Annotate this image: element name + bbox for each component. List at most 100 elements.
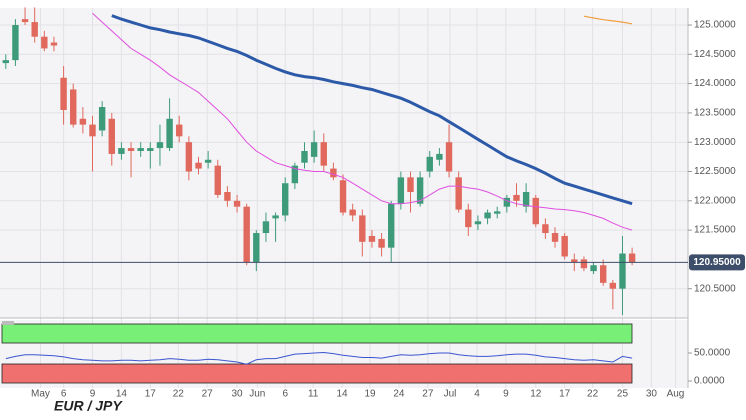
candle-body: [619, 253, 626, 289]
candle-body: [108, 118, 115, 154]
moving-average: [92, 12, 633, 231]
candle-body: [310, 142, 318, 157]
x-tick-label: Jul: [444, 389, 457, 400]
x-tick-label: Aug: [667, 389, 685, 400]
x-tick-label: 14: [337, 389, 349, 400]
candle-body: [118, 148, 125, 154]
candle-body: [339, 180, 347, 213]
candle-body: [166, 118, 173, 149]
candle-body: [50, 42, 58, 46]
candle-body: [600, 265, 607, 283]
moving-average: [111, 14, 633, 206]
candle-body: [195, 162, 202, 169]
marks: [0, 7, 688, 365]
x-tick-label: 22: [173, 389, 185, 400]
candle-body: [98, 107, 106, 131]
y-tick-label: 122.5000: [694, 166, 736, 177]
candle-body: [31, 22, 38, 37]
candle-body: [628, 253, 636, 263]
candle-body: [474, 221, 482, 225]
x-tick-label: 19: [364, 389, 376, 400]
plot-background: [0, 8, 688, 318]
x-tick-label: 9: [503, 389, 509, 400]
upper-band: [1, 323, 633, 344]
candle-body: [522, 192, 530, 207]
candle-body: [233, 200, 241, 207]
candle-body: [2, 60, 9, 64]
lower-band: [1, 363, 633, 384]
x-tick-label: 11: [308, 389, 319, 400]
candle-body: [542, 224, 549, 234]
y-tick-label: 120.5000: [694, 283, 736, 294]
candle-body: [378, 238, 385, 248]
candle-body: [571, 259, 578, 263]
x-tick-label: Jun: [249, 389, 265, 400]
panel-handle: [2, 321, 14, 325]
candle-body: [224, 192, 231, 201]
x-tick-label: 9: [90, 389, 96, 400]
x-tick-label: 6: [282, 389, 288, 400]
candle-body: [214, 165, 221, 195]
x-tick-label: 17: [145, 389, 157, 400]
candle-body: [407, 177, 414, 193]
candle-body: [416, 177, 424, 204]
candle-body: [561, 235, 568, 257]
candle-body: [349, 209, 356, 216]
candle-body: [253, 233, 260, 263]
last-price-label: 120.95000: [693, 257, 741, 268]
x-tick-label: 25: [617, 389, 629, 400]
x-tick-label: 27: [202, 389, 214, 400]
oscillator-line: [5, 351, 633, 365]
candle-body: [176, 124, 183, 137]
x-tick-label: May: [31, 389, 50, 400]
candle-body: [580, 259, 588, 269]
candle-body: [426, 156, 433, 172]
y-tick-label: 124.0000: [694, 78, 736, 89]
candle-body: [590, 265, 597, 272]
candle-body: [60, 77, 67, 110]
candle-body: [79, 118, 87, 125]
candle-body: [204, 159, 212, 163]
y-tick-label: 122.0000: [694, 195, 736, 206]
candle-body: [282, 183, 289, 216]
candle-body: [127, 148, 135, 151]
candle-body: [12, 24, 19, 61]
x-tick-label: 4: [474, 389, 480, 400]
candle-body: [70, 89, 77, 125]
last-price-box: [689, 254, 745, 271]
candle-body: [330, 168, 337, 178]
candle-body: [609, 282, 617, 289]
candle-body: [397, 177, 405, 204]
candle-body: [359, 215, 366, 242]
candle-body: [89, 124, 96, 137]
x-tick-label: 14: [116, 389, 128, 400]
y-tick-label: 123.0000: [694, 137, 736, 148]
candle-body: [156, 142, 164, 149]
candle-body: [455, 177, 462, 210]
candle-body: [320, 142, 327, 166]
candle-body: [291, 165, 299, 184]
candle-body: [494, 211, 501, 214]
candle-body: [436, 153, 443, 160]
candle-body: [368, 235, 376, 242]
candle-body: [243, 206, 250, 263]
chart-title: EUR / JPY: [54, 398, 123, 414]
x-tick-label: 22: [587, 389, 599, 400]
candle-body: [503, 197, 511, 207]
candle-body: [21, 19, 29, 23]
candle-body: [301, 150, 308, 163]
y2-tick-label: 50.0000: [694, 348, 731, 359]
candle-body: [137, 148, 144, 151]
candle-body: [41, 36, 48, 49]
candle-body: [272, 215, 279, 219]
y-tick-label: 123.5000: [694, 108, 736, 119]
candle-body: [185, 142, 193, 172]
candle-body: [465, 209, 472, 228]
candle-body: [513, 194, 520, 201]
moving-average: [583, 15, 633, 25]
y-tick-label: 121.5000: [694, 225, 736, 236]
x-tick-label: 6: [61, 389, 67, 400]
x-tick-label: 27: [422, 389, 434, 400]
